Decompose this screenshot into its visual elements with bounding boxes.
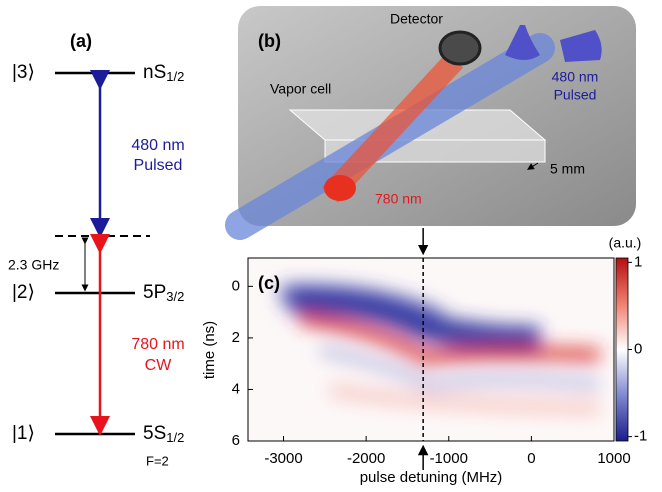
x-axis-label: pulse detuning (MHz) (360, 469, 503, 486)
ket: |1⟩ (12, 423, 35, 444)
y-axis-label: time (ns) (201, 321, 218, 379)
y-tick-label: 2 (232, 329, 240, 346)
size-arrow (527, 162, 539, 170)
colorbar (615, 257, 629, 442)
panel-b: (b) Detector Vapor cell 480 nm Pulsed 78… (225, 6, 636, 240)
panel-label: (a) (70, 31, 92, 51)
size-label: 5 mm (550, 161, 585, 177)
optic (505, 25, 540, 60)
panel-label: (c) (258, 273, 280, 293)
x-tick-label: -2000 (347, 450, 385, 467)
level-note: F=2 (146, 453, 169, 468)
panel-label: (b) (258, 31, 281, 51)
colorbar-unit: (a.u.) (609, 235, 642, 251)
optic (560, 30, 602, 62)
colorbar-tick-label: 1 (634, 253, 642, 270)
beam-label: Pulsed (554, 87, 597, 103)
panel-c: (c) (a.u.) pulse detuning (MHz) time (ns… (201, 235, 641, 486)
x-tick-label: -3000 (264, 450, 302, 467)
panel-a: (a) 2.3 GHz |3⟩ |2⟩ |1⟩ nS1/2 5P3/2 5S1/… (8, 31, 185, 469)
level-name: nS1/2 (143, 62, 184, 84)
x-tick-label: -1000 (430, 450, 468, 467)
level-name: 5P3/2 (143, 282, 184, 304)
y-tick-label: 0 (232, 277, 240, 294)
colorbar-tick-label: 0 (634, 340, 642, 357)
detector-label: Detector (390, 11, 443, 27)
plot-frame (247, 257, 615, 442)
x-tick-label: 1000 (597, 450, 630, 467)
beam-label: 480 nm (131, 137, 184, 154)
y-tick-label: 4 (232, 380, 240, 397)
red-beam (321, 52, 464, 203)
beam-label: 780 nm (375, 191, 422, 207)
lens (324, 175, 356, 201)
beam-label: 780 nm (131, 336, 184, 353)
colorbar-tick-label: -1 (634, 428, 647, 445)
beam-label: Pulsed (134, 157, 183, 174)
x-tick-label: 0 (527, 450, 535, 467)
cell-label: Vapor cell (270, 81, 331, 97)
beam-label: CW (145, 357, 173, 374)
y-tick-label: 6 (232, 432, 240, 449)
heatmap (279, 284, 601, 415)
detuning-label: 2.3 GHz (8, 257, 59, 273)
detector (438, 30, 482, 66)
ket: |3⟩ (12, 62, 35, 83)
ket: |2⟩ (12, 282, 35, 303)
beam-label: 480 nm (552, 69, 599, 85)
level-name: 5S1/2 (143, 423, 184, 445)
